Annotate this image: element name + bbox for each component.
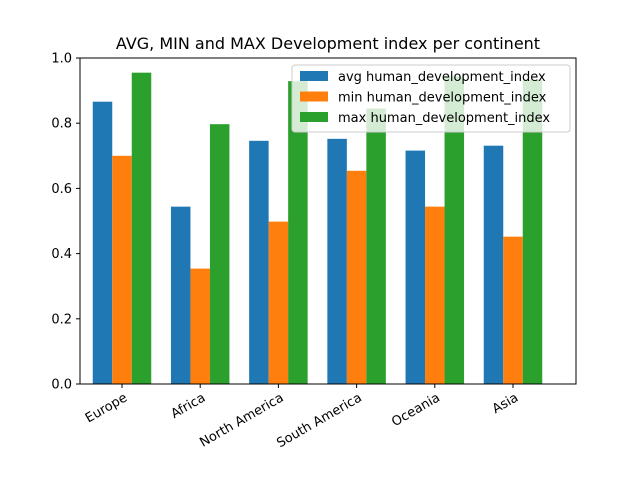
- y-tick-label: 0.6: [51, 182, 72, 197]
- bar-oceania-series-0: [405, 150, 426, 384]
- legend-label-2: max human_development_index: [338, 111, 550, 126]
- legend-label-1: min human_development_index: [338, 91, 547, 106]
- bar-asia-series-2: [522, 79, 543, 384]
- legend-swatch-2: [300, 112, 328, 122]
- bar-africa-series-1: [190, 268, 210, 384]
- bar-asia-series-0: [483, 145, 504, 384]
- bar-asia-series-1: [503, 236, 523, 384]
- bar-north-america-series-0: [249, 140, 269, 384]
- bar-north-america-series-2: [288, 81, 308, 384]
- bar-europe-series-0: [92, 101, 113, 385]
- bar-europe-series-1: [112, 155, 132, 384]
- bar-oceania-series-2: [444, 76, 465, 385]
- bars-group: [92, 72, 543, 385]
- plot-frame: [79, 57, 577, 385]
- x-tick-label-north-america: North America: [197, 390, 286, 450]
- bar-oceania-series-1: [425, 206, 445, 384]
- y-tick-label: 0.4: [51, 247, 72, 262]
- x-tick-label-asia: Asia: [490, 390, 521, 417]
- x-tick-label-south-america: South America: [274, 390, 364, 451]
- y-tick-label: 0.8: [51, 117, 72, 132]
- bar-europe-series-2: [131, 72, 152, 385]
- y-tick-label: 1.0: [51, 52, 72, 67]
- bar-south-america-series-0: [327, 138, 347, 384]
- x-tick-label-africa: Africa: [169, 390, 209, 422]
- legend-swatch-1: [300, 91, 328, 102]
- x-tick-label-europe: Europe: [83, 390, 130, 426]
- y-tick-label: 0.2: [51, 312, 72, 327]
- y-tick-label: 0.0: [51, 378, 72, 393]
- legend-box: [291, 64, 571, 133]
- bar-north-america-series-1: [268, 221, 289, 384]
- chart-title: AVG, MIN and MAX Development index per c…: [116, 34, 540, 53]
- legend-swatch-0: [300, 71, 328, 81]
- bar-south-america-series-2: [366, 108, 386, 384]
- legend-label-0: avg human_development_index: [338, 70, 546, 85]
- x-tick-label-oceania: Oceania: [389, 390, 443, 430]
- bar-africa-series-0: [170, 206, 191, 384]
- bar-south-america-series-1: [346, 170, 367, 384]
- bar-africa-series-2: [209, 124, 230, 384]
